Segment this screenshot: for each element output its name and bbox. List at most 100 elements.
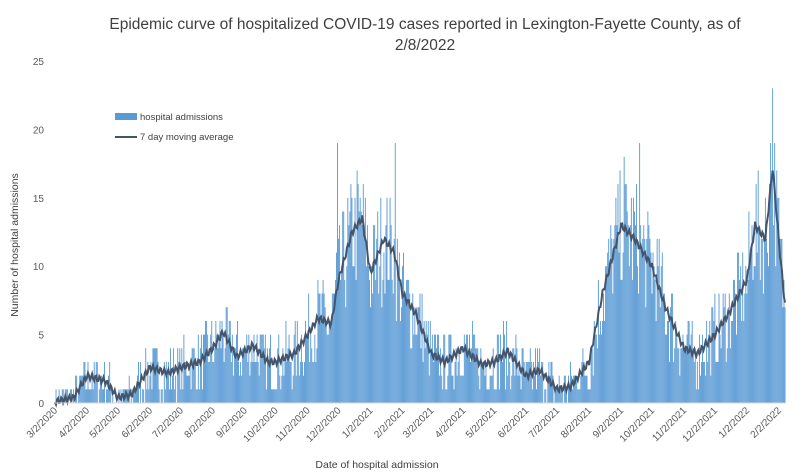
bar [647, 211, 649, 403]
bar [702, 334, 703, 403]
bar [637, 266, 639, 403]
bar [714, 293, 716, 403]
bar [395, 320, 397, 403]
bar [570, 361, 571, 403]
bar [498, 389, 500, 403]
bar [89, 389, 91, 403]
bar [58, 389, 60, 403]
bar [487, 389, 489, 403]
bar [95, 361, 97, 403]
bar [186, 375, 188, 403]
bar [671, 293, 673, 403]
bar [440, 348, 442, 403]
bar [524, 375, 526, 403]
bar [755, 184, 757, 403]
bar [537, 348, 539, 403]
bar [536, 389, 537, 403]
bar [430, 348, 432, 403]
bar [677, 348, 679, 403]
bar [421, 293, 423, 403]
bar [592, 375, 594, 403]
bar [153, 348, 155, 403]
bar [285, 320, 287, 403]
bar [142, 389, 144, 403]
bar [459, 375, 461, 403]
bar [300, 334, 302, 403]
bar [528, 361, 530, 403]
bar [611, 238, 613, 403]
bar [292, 375, 294, 403]
bar [507, 375, 509, 403]
bar [764, 197, 766, 403]
bar [326, 334, 328, 403]
bar [678, 348, 680, 403]
bar [174, 389, 176, 403]
bar [388, 279, 390, 403]
bar [738, 252, 740, 403]
bar [716, 361, 718, 403]
bar [433, 334, 435, 403]
bar [494, 389, 496, 403]
bar [527, 361, 529, 403]
bar [717, 361, 719, 403]
bar [371, 266, 373, 403]
bar [541, 361, 543, 403]
bar [78, 389, 80, 403]
bar [313, 361, 315, 403]
bar [449, 334, 451, 403]
bar [664, 334, 666, 403]
bar [216, 334, 218, 403]
bar [316, 348, 318, 403]
bar [244, 348, 246, 403]
bar [617, 184, 619, 403]
bar [389, 197, 391, 403]
bar [724, 293, 726, 403]
bar [418, 307, 420, 403]
bar [263, 348, 265, 403]
bar [445, 389, 447, 403]
bar [780, 238, 782, 403]
x-tick-label: 1/2/2021 [340, 405, 376, 441]
bar [709, 320, 711, 403]
bar [293, 334, 295, 403]
bar [378, 293, 380, 403]
bar [185, 361, 187, 403]
bar [613, 238, 615, 403]
bar [492, 348, 494, 403]
bar [229, 320, 231, 403]
bar [55, 389, 57, 403]
x-tick-label: 4/2/2021 [433, 405, 469, 441]
bar [718, 293, 720, 403]
bar [734, 279, 735, 403]
bar [255, 361, 257, 403]
bar [166, 375, 168, 403]
bar [294, 320, 296, 403]
bar [771, 184, 773, 403]
bar [519, 375, 521, 403]
bar [398, 252, 400, 403]
bar [752, 279, 754, 403]
bar [424, 348, 426, 403]
bar [107, 389, 109, 403]
bar [355, 279, 357, 403]
bar [728, 293, 730, 403]
bar [660, 266, 662, 403]
bar [698, 334, 700, 403]
bar [486, 389, 488, 403]
bar [309, 361, 311, 403]
bar [569, 389, 570, 403]
bar [336, 252, 337, 403]
bar [707, 361, 709, 403]
bar [438, 334, 440, 403]
bar [96, 361, 98, 403]
x-tick-label: 2/2/2022 [749, 405, 785, 441]
bar [173, 348, 175, 403]
bar [359, 197, 361, 403]
bar [625, 184, 627, 403]
bar [435, 334, 436, 403]
bar [737, 252, 739, 403]
bar [776, 170, 778, 403]
bar [184, 361, 186, 403]
bar [314, 334, 316, 403]
bar [322, 279, 324, 403]
